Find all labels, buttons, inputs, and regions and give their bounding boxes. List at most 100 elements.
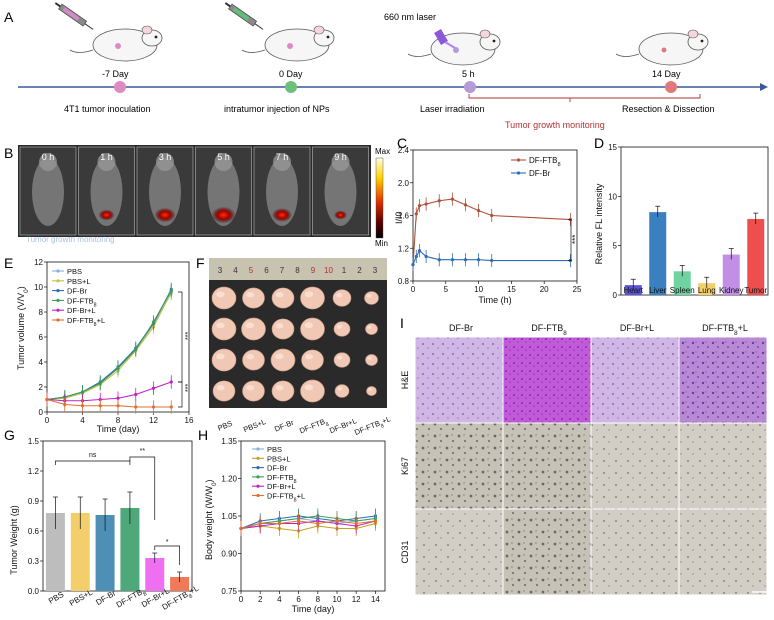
data-point	[335, 519, 339, 523]
legend-marker	[56, 308, 60, 312]
tumor-specimen	[301, 349, 324, 371]
legend-marker	[56, 318, 60, 322]
timeline-event: Resection & Dissection	[622, 104, 715, 114]
tumor-specimen	[365, 354, 378, 366]
tumor-highlight	[368, 388, 372, 391]
mouse-silhouette	[324, 158, 357, 226]
legend-label: PBS+L	[67, 277, 91, 286]
panel-label-g: G	[4, 427, 15, 443]
significance-bracket	[55, 460, 131, 465]
histology-image	[503, 337, 591, 423]
ruler-number: 10	[324, 266, 333, 275]
x-tick-label: 4	[277, 595, 282, 604]
timeline-event: Laser irradiation	[420, 104, 485, 114]
group-label: DF-Br	[273, 418, 295, 434]
histology-image	[415, 509, 503, 595]
data-point	[463, 203, 468, 207]
y-tick-label: 2.4	[398, 146, 410, 155]
tumor-highlight	[336, 324, 343, 329]
timeline-marker	[665, 81, 677, 93]
bar	[95, 515, 115, 591]
tumor-specimen	[242, 380, 265, 402]
timeline-event: 4T1 tumor inoculation	[64, 104, 151, 114]
time-label: 5 h	[217, 152, 230, 162]
data-point	[151, 386, 156, 390]
data-point	[316, 521, 320, 526]
time-label: 0 h	[42, 152, 55, 162]
y-tick-label: 5	[613, 242, 618, 251]
y-tick-label: 0.8	[398, 277, 410, 286]
legend-marker	[56, 269, 60, 273]
x-tick-label: 20	[540, 285, 549, 294]
legend-label: DF-FTB8	[529, 156, 561, 168]
ruler-number: 9	[311, 266, 316, 275]
data-point	[116, 396, 120, 400]
timeline-marker	[285, 81, 297, 93]
tumor-specimen	[211, 348, 237, 372]
time-label: 9 h	[334, 152, 347, 162]
tumor-highlight	[216, 384, 225, 391]
tumor-highlight	[337, 387, 343, 391]
ruler-number: 7	[280, 266, 285, 275]
series-line	[240, 522, 376, 532]
plot-frame	[240, 440, 386, 592]
tumor-signal	[154, 207, 176, 223]
mouse-head	[331, 153, 350, 171]
data-point	[80, 404, 85, 408]
category-label: Heart	[623, 286, 643, 295]
series-line	[240, 520, 376, 530]
tumor-highlight	[275, 322, 284, 329]
mouse-icon	[615, 29, 709, 66]
panel-i: I DF-Br DF-FTB8 DF-Br+L DF-FTB8+L H&E Ki67 CD3…	[400, 315, 768, 595]
data-point	[169, 380, 173, 384]
tumor-signal	[211, 206, 236, 224]
legend-marker	[56, 279, 60, 283]
y-axis-label: I/I0	[394, 211, 404, 224]
significance-bracket	[129, 456, 156, 520]
y-tick-label: 0.75	[221, 587, 237, 596]
data-point	[463, 258, 468, 262]
tumor-specimen	[212, 380, 236, 402]
legend-label: DF-Br+L	[267, 482, 296, 491]
ruler-number: 8	[295, 266, 300, 275]
data-point	[258, 521, 262, 526]
mouse-head	[39, 153, 57, 171]
significance-label: **	[140, 448, 146, 455]
tumor-highlight	[216, 353, 225, 360]
tumor-specimen	[300, 379, 325, 403]
data-point	[116, 366, 120, 370]
tumor-specimen	[333, 321, 351, 337]
legend-label: PBS	[267, 445, 282, 454]
panel-label-a: A	[4, 9, 14, 25]
tumor-highlight	[366, 294, 372, 298]
histology-image	[503, 509, 591, 595]
tumor-highlight	[275, 353, 284, 360]
data-point	[411, 263, 415, 267]
legend-label: DF-Br	[529, 169, 551, 178]
bar	[673, 271, 691, 295]
histology-image	[591, 509, 679, 595]
tumor-highlight	[304, 291, 314, 298]
data-point	[98, 404, 102, 408]
ruler-strip	[209, 258, 387, 280]
x-tick-label: 2	[258, 595, 263, 604]
group-label: DF-FTB8	[298, 416, 330, 438]
ruler-number: 4	[233, 266, 238, 275]
x-axis-label: Time (day)	[292, 604, 335, 614]
y-tick-label: 1.5	[28, 437, 40, 446]
significance-bracket	[154, 545, 180, 565]
category-label: Tumor	[744, 286, 767, 295]
data-point	[80, 390, 85, 394]
x-axis-label: Time (h)	[478, 295, 511, 305]
x-tick-label: 0	[411, 285, 416, 294]
histology-row-label: CD31	[400, 540, 410, 563]
y-tick-label: 1.05	[221, 512, 237, 521]
legend-marker	[256, 493, 260, 498]
tumor-specimen	[211, 317, 237, 341]
x-tick-label: 10	[474, 285, 483, 294]
series-line	[46, 398, 172, 408]
tumor-specimen	[365, 323, 378, 335]
ruler-number: 2	[357, 266, 362, 275]
histology-row-label: Ki67	[400, 457, 410, 475]
